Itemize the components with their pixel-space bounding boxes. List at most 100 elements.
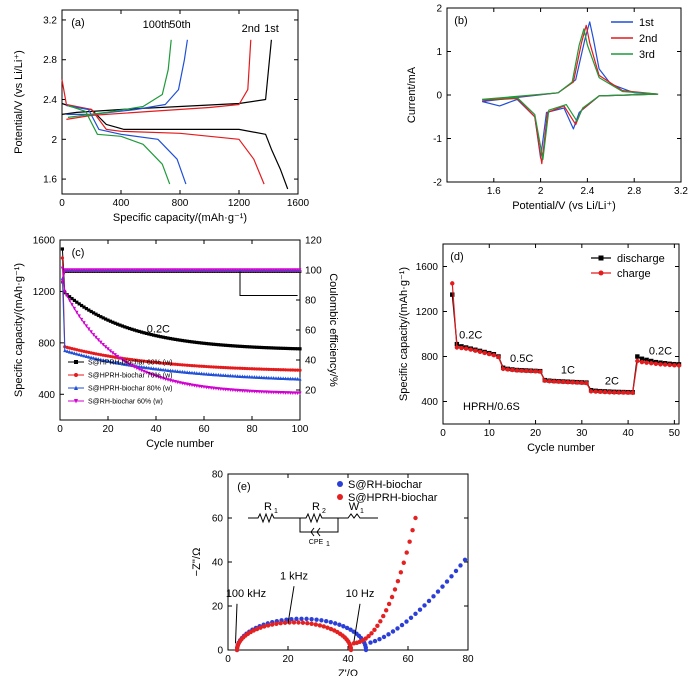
rate-marker <box>468 347 473 352</box>
capacity-marker <box>154 366 158 371</box>
capacity-marker <box>293 368 297 372</box>
eis-point <box>381 613 386 619</box>
eis-point <box>321 624 326 629</box>
capacity-marker <box>192 364 196 368</box>
eis-point <box>413 611 418 617</box>
efficiency-marker <box>241 268 244 272</box>
efficiency-marker <box>154 268 158 272</box>
eis-point <box>401 560 406 565</box>
capacity-marker <box>80 317 84 322</box>
eis-point <box>381 634 387 640</box>
efficiency-marker <box>116 268 119 272</box>
y-tick-label: 1200 <box>416 307 439 318</box>
capacity-marker <box>274 376 278 380</box>
capacity-marker <box>293 391 297 396</box>
efficiency-marker <box>269 268 273 272</box>
capacity-marker <box>221 387 225 392</box>
capacity-marker <box>298 391 302 396</box>
eis-point <box>435 589 441 594</box>
capacity-marker <box>296 391 300 396</box>
y-tick-label: 40 <box>212 558 224 569</box>
capacity-marker <box>243 389 247 393</box>
x-tick-label: 30 <box>576 428 588 439</box>
capacity-marker <box>250 345 254 349</box>
efficiency-marker <box>181 268 184 272</box>
r2-label: R <box>312 501 320 513</box>
capacity-marker <box>118 361 122 366</box>
capacity-marker <box>248 367 252 371</box>
efficiency-marker <box>121 268 124 272</box>
efficiency-marker <box>291 268 295 272</box>
capacity-marker <box>178 369 182 374</box>
capacity-marker <box>106 359 110 363</box>
capacity-marker <box>68 346 72 350</box>
capacity-marker <box>70 350 74 355</box>
eis-point <box>363 636 368 641</box>
capacity-marker <box>257 375 261 380</box>
capacity-marker <box>72 347 76 351</box>
panel-c: 0 20 40 60 80 100 400 800 1200 1600 Cycle number Sp… <box>13 236 339 451</box>
rate-marker <box>510 367 515 373</box>
capacity-marker <box>288 346 292 351</box>
capacity-marker <box>87 308 91 312</box>
capacity-marker <box>60 247 64 251</box>
capacity-marker <box>219 373 223 377</box>
capacity-marker <box>142 331 146 335</box>
efficiency-marker <box>219 268 223 272</box>
capacity-marker <box>120 324 124 328</box>
efficiency-marker <box>65 268 69 272</box>
capacity-marker <box>120 358 124 362</box>
capacity-marker <box>108 354 112 359</box>
rate-marker <box>496 354 501 360</box>
efficiency-marker <box>130 268 134 272</box>
x-tick-label: 2.4 <box>580 186 594 197</box>
capacity-marker <box>248 345 252 349</box>
eis-point <box>422 603 427 608</box>
x-tick-label: 2 <box>538 186 544 197</box>
rate-marker <box>625 390 631 395</box>
rate-label: 0.2C <box>459 330 482 342</box>
eis-point <box>317 623 323 628</box>
capacity-marker <box>298 376 302 381</box>
efficiency-marker <box>267 268 271 272</box>
capacity-marker <box>202 371 206 376</box>
efficiency-line-2 <box>61 269 300 283</box>
eis-point <box>304 616 309 622</box>
capacity-marker <box>252 345 256 349</box>
y-tick-label: -1 <box>433 134 442 145</box>
legend-marker <box>598 270 604 276</box>
legend-entry: S@HPRH-biochar 80% (w) <box>88 386 173 393</box>
eis-point <box>375 623 380 629</box>
eis-point <box>262 624 267 629</box>
rate-label: 0.2C <box>147 324 170 336</box>
plot-frame <box>442 243 680 425</box>
capacity-marker <box>144 359 148 364</box>
efficiency-marker <box>140 268 143 272</box>
x-tick-label: 60 <box>402 654 414 665</box>
capacity-marker <box>84 354 88 358</box>
eis-point <box>319 618 324 623</box>
efficiency-marker <box>169 268 172 272</box>
capacity-marker <box>70 296 74 301</box>
capacity-marker <box>204 371 208 376</box>
series-line-1 <box>61 39 272 115</box>
capacity-marker <box>228 344 232 348</box>
capacity-marker <box>267 375 271 380</box>
rate-label: 1C <box>561 364 575 376</box>
eis-point <box>305 620 310 626</box>
capacity-marker <box>195 364 199 368</box>
capacity-marker <box>106 354 110 358</box>
capacity-marker <box>147 365 151 370</box>
efficiency-marker <box>260 268 263 272</box>
rate-marker <box>473 348 478 353</box>
capacity-marker <box>70 346 74 351</box>
capacity-marker <box>180 369 184 374</box>
axis-arrow <box>239 271 298 296</box>
capacity-marker <box>130 358 134 362</box>
x-tick-label: 3.2 <box>674 186 688 197</box>
capacity-marker <box>89 309 93 314</box>
eis-point <box>282 620 288 625</box>
eis-point <box>462 557 468 562</box>
capacity-marker <box>104 317 108 321</box>
